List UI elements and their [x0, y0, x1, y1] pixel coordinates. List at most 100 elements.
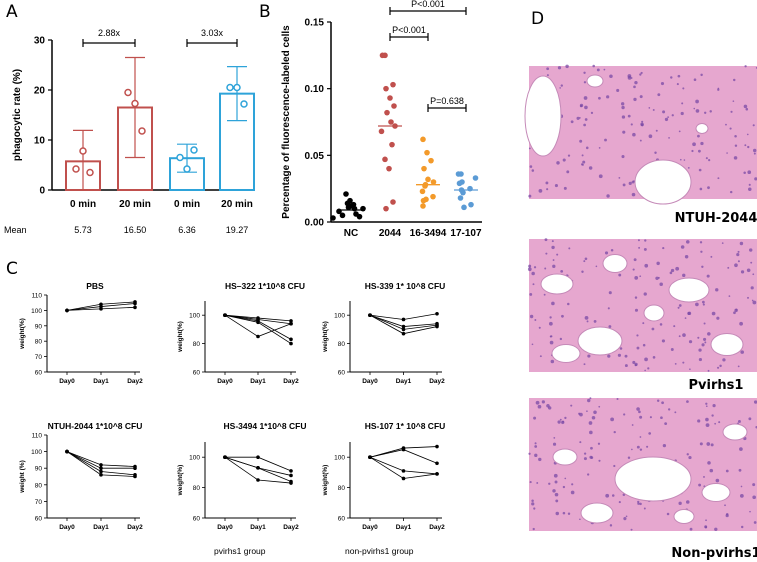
- nucleus: [702, 303, 705, 306]
- nucleus: [551, 301, 555, 306]
- nucleus: [533, 416, 537, 420]
- nucleus: [609, 524, 613, 527]
- nucleus: [669, 271, 673, 275]
- nucleus: [621, 102, 625, 106]
- nucleus: [714, 527, 718, 531]
- nucleus: [618, 273, 622, 277]
- nucleus: [633, 97, 637, 102]
- nucleus: [654, 151, 657, 154]
- nucleus: [570, 120, 574, 124]
- histology-image: [528, 397, 757, 531]
- nucleus: [581, 270, 584, 273]
- nucleus: [579, 139, 583, 143]
- nucleus: [725, 469, 729, 473]
- nucleus: [639, 139, 642, 142]
- nucleus: [695, 302, 699, 307]
- nucleus: [679, 158, 682, 161]
- nucleus: [682, 87, 685, 90]
- x-tick-label: 2044: [379, 228, 402, 239]
- weight-chart-c6: HS-107 1* 10^8 CFU 60 80 100 Day0 Day1 Day2 wei…: [322, 421, 445, 531]
- y-tick-label: 60: [338, 516, 346, 523]
- nucleus: [621, 105, 625, 110]
- nucleus: [628, 181, 632, 185]
- data-point: [435, 472, 439, 476]
- nucleus: [608, 325, 612, 328]
- data-point: [387, 95, 393, 101]
- nucleus: [633, 258, 637, 262]
- data-point: [401, 447, 406, 452]
- nucleus: [640, 123, 644, 127]
- nucleus: [584, 315, 589, 320]
- x-tick-label: Day2: [429, 378, 445, 385]
- x-tick-label: 0 min: [174, 199, 200, 210]
- nucleus: [583, 123, 586, 127]
- weight-chart-c4: NTUH-2044 1*10^8 CFU 60 70 80 90 100 110 Day0 Da…: [19, 421, 143, 531]
- nucleus: [707, 369, 710, 372]
- nucleus: [570, 404, 573, 407]
- nucleus: [637, 502, 640, 505]
- data-point: [382, 156, 388, 163]
- nucleus: [724, 504, 726, 507]
- data-point: [401, 317, 406, 322]
- nucleus: [561, 420, 565, 425]
- data-point: [289, 469, 293, 473]
- nucleus: [604, 251, 609, 255]
- nucleus: [722, 358, 726, 362]
- x-tick-label: 20 min: [221, 199, 253, 210]
- data-point: [435, 324, 439, 329]
- alveolar-space: [524, 75, 562, 157]
- y-tick-label: 0.00: [305, 218, 325, 229]
- nucleus: [636, 407, 640, 411]
- nucleus: [670, 76, 673, 79]
- nucleus: [585, 146, 589, 150]
- nucleus: [552, 259, 555, 261]
- nucleus: [706, 274, 710, 278]
- nucleus: [673, 325, 676, 328]
- nucleus: [743, 171, 746, 175]
- data-point: [223, 313, 227, 318]
- nucleus: [703, 337, 707, 341]
- y-tick-label: 70: [35, 354, 43, 361]
- nucleus: [734, 308, 738, 313]
- data-point: [401, 469, 406, 473]
- panel-a-chart: 0 10 20 30 phagocytic rate (%) 0 min 5.73 20 mi…: [4, 28, 255, 235]
- nucleus: [639, 73, 642, 76]
- nucleus: [528, 147, 531, 150]
- nucleus: [623, 517, 627, 521]
- alveolar-space: [614, 456, 692, 502]
- nucleus: [564, 416, 567, 420]
- nucleus: [557, 66, 562, 70]
- nucleus: [725, 513, 729, 518]
- data-point: [390, 81, 396, 88]
- nucleus: [555, 511, 559, 516]
- nucleus: [643, 292, 647, 296]
- data-point: [226, 83, 234, 92]
- nucleus: [616, 88, 620, 92]
- nucleus: [644, 239, 647, 242]
- nucleus: [734, 144, 738, 147]
- data-point: [390, 199, 396, 205]
- mean-value: 16.50: [124, 225, 147, 235]
- nucleus: [603, 68, 606, 71]
- nucleus: [699, 442, 703, 446]
- alveolar-space: [701, 483, 731, 502]
- nucleus: [531, 499, 534, 502]
- y-axis-label: weight(%): [177, 465, 184, 497]
- nucleus: [752, 483, 756, 487]
- x-tick-label: Day1: [93, 524, 109, 531]
- nucleus: [692, 142, 696, 147]
- nucleus: [652, 108, 655, 111]
- data-point: [138, 127, 146, 135]
- nucleus: [753, 400, 757, 404]
- nucleus: [703, 322, 706, 325]
- nucleus: [538, 326, 541, 329]
- nucleus: [678, 304, 682, 307]
- nucleus: [589, 455, 593, 459]
- data-point: [343, 191, 349, 197]
- nucleus: [684, 317, 687, 319]
- x-tick-label: Day2: [429, 524, 445, 531]
- nucleus: [532, 283, 535, 286]
- nucleus: [627, 74, 632, 78]
- nucleus: [624, 364, 628, 368]
- nucleus: [711, 414, 714, 417]
